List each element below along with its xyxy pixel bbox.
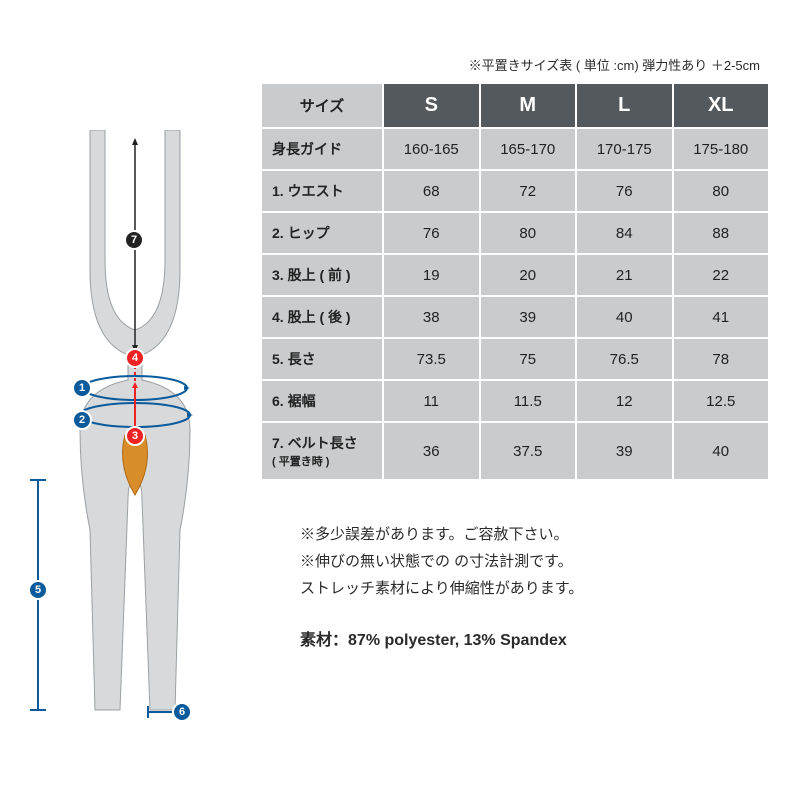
cell: 76	[383, 212, 480, 254]
row-label: 2. ヒップ	[261, 212, 383, 254]
note-line: ※伸びの無い状態での の寸法計測です。	[300, 548, 770, 575]
size-table: サイズ S M L XL 身長ガイド160-165165-170170-1751…	[260, 82, 770, 481]
cell: 165-170	[480, 128, 577, 170]
row-label: 4. 股上 ( 後 )	[261, 296, 383, 338]
cell: 84	[576, 212, 673, 254]
cell: 37.5	[480, 422, 577, 480]
marker-5: 5	[28, 580, 48, 600]
cell: 170-175	[576, 128, 673, 170]
cell: 21	[576, 254, 673, 296]
th-size-s: S	[383, 83, 480, 128]
marker-3: 3	[125, 426, 145, 446]
right-area: ※平置きサイズ表 ( 単位 :cm) 弾力性あり ＋2-5cm サイズ S M …	[250, 0, 800, 800]
cell: 12.5	[673, 380, 770, 422]
cell: 175-180	[673, 128, 770, 170]
cell: 78	[673, 338, 770, 380]
cell: 36	[383, 422, 480, 480]
marker-7: 7	[124, 230, 144, 250]
cell: 72	[480, 170, 577, 212]
row-label: 1. ウエスト	[261, 170, 383, 212]
cell: 41	[673, 296, 770, 338]
cell: 68	[383, 170, 480, 212]
marker-6: 6	[172, 702, 192, 722]
cell: 12	[576, 380, 673, 422]
note-line: ※多少誤差があります。ご容赦下さい。	[300, 521, 770, 548]
cell: 20	[480, 254, 577, 296]
table-caption: ※平置きサイズ表 ( 単位 :cm) 弾力性あり ＋2-5cm	[260, 55, 770, 74]
cell: 11	[383, 380, 480, 422]
cell: 39	[576, 422, 673, 480]
cell: 80	[673, 170, 770, 212]
marker-4: 4	[125, 348, 145, 368]
row-label: 3. 股上 ( 前 )	[261, 254, 383, 296]
cell: 88	[673, 212, 770, 254]
cell: 76.5	[576, 338, 673, 380]
row-label: 6. 裾幅	[261, 380, 383, 422]
th-size-xl: XL	[673, 83, 770, 128]
garment-diagram: 1 2 3 4 5 6 7	[20, 130, 250, 730]
th-size-m: M	[480, 83, 577, 128]
th-corner: サイズ	[261, 83, 383, 128]
material: 素材：87% polyester, 13% Spandex	[260, 626, 770, 650]
cell: 40	[576, 296, 673, 338]
cell: 160-165	[383, 128, 480, 170]
material-label: 素材：	[300, 632, 348, 649]
cell: 22	[673, 254, 770, 296]
marker-2: 2	[72, 410, 92, 430]
material-value: 87% polyester, 13% Spandex	[348, 632, 567, 649]
cell: 19	[383, 254, 480, 296]
cell: 75	[480, 338, 577, 380]
diagram-area: 1 2 3 4 5 6 7	[0, 0, 250, 800]
cell: 76	[576, 170, 673, 212]
th-size-l: L	[576, 83, 673, 128]
note-line: ストレッチ素材により伸縮性があります。	[300, 575, 770, 602]
cell: 38	[383, 296, 480, 338]
row-label: 5. 長さ	[261, 338, 383, 380]
row-label: 7. ベルト長さ( 平置き時 )	[261, 422, 383, 480]
cell: 40	[673, 422, 770, 480]
cell: 39	[480, 296, 577, 338]
row-label: 身長ガイド	[261, 128, 383, 170]
notes: ※多少誤差があります。ご容赦下さい。 ※伸びの無い状態での の寸法計測です。 ス…	[260, 521, 770, 602]
cell: 80	[480, 212, 577, 254]
cell: 73.5	[383, 338, 480, 380]
cell: 11.5	[480, 380, 577, 422]
marker-1: 1	[72, 378, 92, 398]
